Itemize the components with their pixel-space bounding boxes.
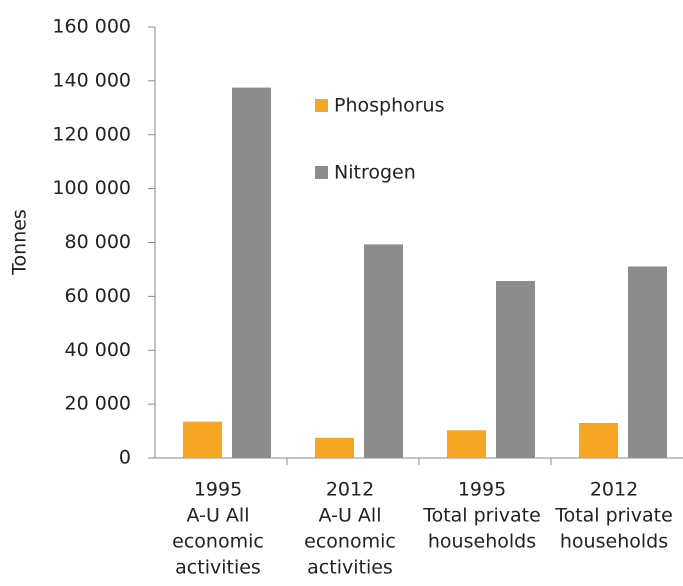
x-tick-label: 2012 bbox=[326, 479, 374, 501]
bar bbox=[628, 266, 667, 458]
x-tick-label: Total private bbox=[554, 505, 673, 527]
bar bbox=[232, 87, 271, 458]
legend-label: Nitrogen bbox=[334, 162, 416, 184]
x-tick-label: 2012 bbox=[590, 479, 638, 501]
bar bbox=[447, 430, 486, 458]
y-tick-label: 0 bbox=[119, 447, 131, 469]
x-tick-label: A-U All bbox=[187, 505, 250, 527]
legend-swatch bbox=[315, 166, 328, 179]
x-tick-label: economic bbox=[304, 531, 396, 553]
x-tick-label: Total private bbox=[422, 505, 541, 527]
y-tick-label: 120 000 bbox=[52, 123, 131, 145]
x-tick-label: economic bbox=[172, 531, 264, 553]
legend-swatch bbox=[315, 99, 328, 112]
x-tick-label: households bbox=[560, 531, 668, 553]
bar bbox=[579, 422, 618, 458]
y-tick-label: 100 000 bbox=[52, 177, 131, 199]
y-tick-label: 20 000 bbox=[65, 393, 131, 415]
y-axis-label: Tonnes bbox=[9, 209, 31, 276]
y-tick-label: 40 000 bbox=[65, 339, 131, 361]
x-tick-label: households bbox=[428, 531, 536, 553]
y-tick-label: 160 000 bbox=[52, 16, 131, 38]
y-tick-label: 80 000 bbox=[65, 231, 131, 253]
bar bbox=[315, 437, 354, 458]
y-tick-label: 60 000 bbox=[65, 285, 131, 307]
x-tick-label: A-U All bbox=[319, 505, 382, 527]
bar bbox=[364, 244, 403, 458]
x-tick-label: activities bbox=[175, 557, 261, 579]
y-tick-label: 140 000 bbox=[52, 69, 131, 91]
x-tick-label: activities bbox=[307, 557, 393, 579]
bar bbox=[183, 421, 222, 458]
x-tick-label: 1995 bbox=[458, 479, 506, 501]
x-tick-label: 1995 bbox=[194, 479, 242, 501]
bar bbox=[496, 281, 535, 458]
legend-label: Phosphorus bbox=[334, 95, 445, 117]
